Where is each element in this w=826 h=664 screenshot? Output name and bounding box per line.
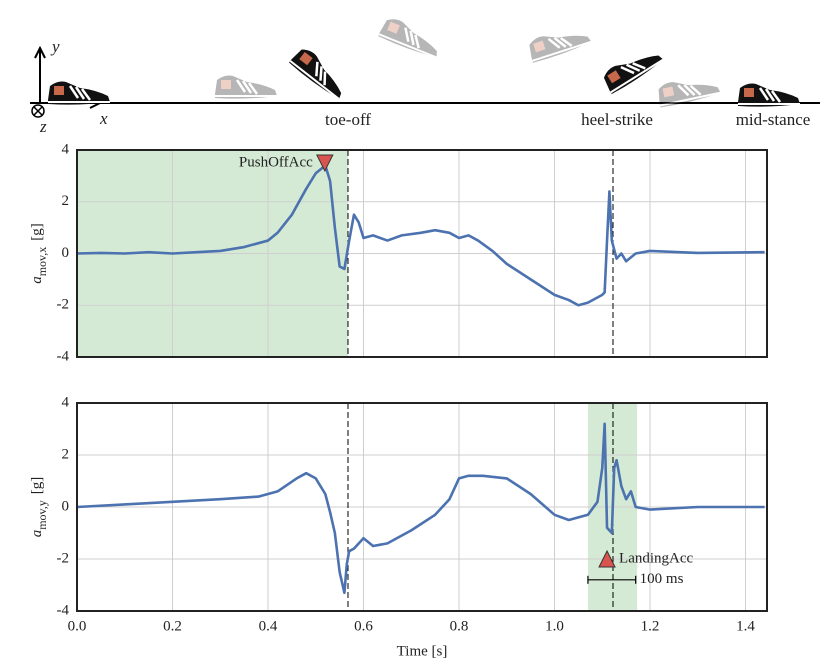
- phase-label: toe-off: [325, 110, 371, 129]
- x-tick-label: 0.6: [354, 618, 373, 634]
- x-tick-label: 1.0: [545, 618, 564, 634]
- z-axis-cross: [34, 107, 42, 115]
- y-tick-label: 4: [62, 141, 70, 157]
- shoe: [48, 82, 110, 105]
- y-label-unit: [g]: [29, 477, 45, 495]
- axis-label: x: [99, 109, 108, 128]
- y-axis-label: amov,x [g]: [29, 223, 48, 284]
- x-tick-label: 1.4: [736, 618, 755, 634]
- shoe: [215, 76, 277, 99]
- y-tick-label: -4: [57, 348, 70, 364]
- y-tick-label: 2: [62, 446, 70, 462]
- y-label-subscript: mov,y: [35, 500, 49, 530]
- annotation-label: LandingAcc: [619, 550, 693, 566]
- x-tick-label: 0.0: [68, 618, 87, 634]
- axis-label: y: [50, 37, 60, 56]
- y-label-symbol: a: [29, 530, 45, 538]
- figure: y x z toe-off heel-strike mid-stance -4 -…: [0, 0, 826, 664]
- phase-label: mid-stance: [736, 110, 811, 129]
- shoe: [526, 22, 592, 63]
- x-tick-label: 0.2: [163, 618, 182, 634]
- axis-label: z: [39, 117, 47, 136]
- x-tick-label: 1.2: [641, 618, 660, 634]
- y-axis-label: amov,y [g]: [29, 477, 48, 538]
- y-label-unit: [g]: [29, 223, 45, 241]
- y-tick-label: 2: [62, 193, 70, 209]
- shoe: [600, 42, 665, 95]
- shoe: [738, 84, 800, 107]
- y-tick-label: 0: [62, 245, 70, 261]
- shoe: [378, 15, 444, 60]
- y-tick-label: -4: [57, 602, 70, 618]
- phase-label: heel-strike: [581, 110, 653, 129]
- y-tick-label: 4: [62, 394, 70, 410]
- signal-line: [77, 424, 765, 593]
- schematic: y x z toe-off heel-strike mid-stance: [30, 15, 820, 136]
- x-tick-label: 0.4: [259, 618, 278, 634]
- y-label-subscript: mov,x: [35, 247, 49, 277]
- y-label-symbol: a: [29, 276, 45, 284]
- x-tick-label: 0.8: [450, 618, 469, 634]
- y-tick-label: -2: [57, 550, 70, 566]
- y-tick-label: 0: [62, 498, 70, 514]
- x-axis-label: Time [s]: [397, 643, 448, 659]
- annotation-label: PushOffAcc: [239, 154, 313, 170]
- y-tick-label: -2: [57, 297, 70, 313]
- page: y x z toe-off heel-strike mid-stance -4 -…: [0, 0, 826, 664]
- shoe: [289, 45, 352, 101]
- scale-bar-label: 100 ms: [640, 571, 684, 587]
